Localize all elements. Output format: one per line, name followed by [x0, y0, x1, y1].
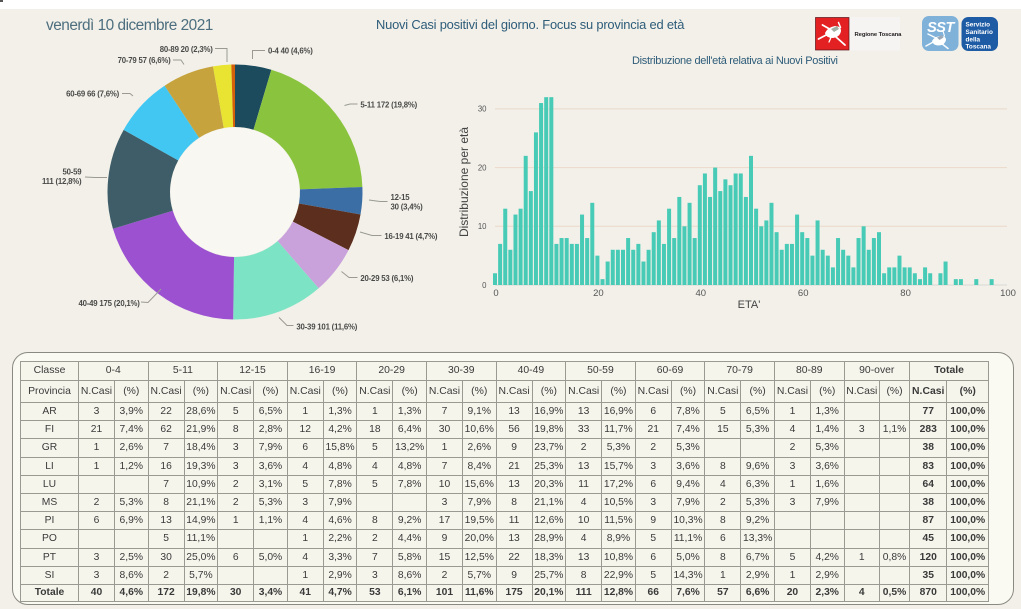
svg-text:0-4 40 (4,6%): 0-4 40 (4,6%) [268, 47, 313, 56]
svg-text:Distribuzione per età: Distribuzione per età [457, 127, 471, 237]
svg-text:16-19 41 (4,7%): 16-19 41 (4,7%) [384, 232, 438, 241]
svg-text:Sanitario: Sanitario [966, 29, 993, 36]
svg-text:Regione Toscana: Regione Toscana [855, 32, 903, 38]
svg-text:30: 30 [478, 105, 487, 114]
svg-text:ETA': ETA' [738, 299, 761, 311]
svg-text:SST: SST [927, 20, 955, 36]
svg-text:20-29 53 (6,1%): 20-29 53 (6,1%) [360, 274, 414, 283]
svg-text:80-89 20 (2,3%): 80-89 20 (2,3%) [160, 45, 214, 54]
svg-text:50-59: 50-59 [62, 168, 82, 177]
svg-text:70-79 57 (6,6%): 70-79 57 (6,6%) [118, 56, 172, 65]
svg-text:111 (12,8%): 111 (12,8%) [42, 177, 82, 186]
svg-text:100: 100 [1000, 288, 1016, 299]
svg-text:20: 20 [593, 288, 604, 299]
svg-text:0: 0 [493, 288, 498, 299]
svg-text:40-49 175 (20,1%): 40-49 175 (20,1%) [79, 299, 141, 308]
svg-text:10: 10 [478, 222, 487, 231]
svg-text:60-69 66 (7,6%): 60-69 66 (7,6%) [66, 90, 120, 99]
svg-text:0: 0 [482, 281, 487, 290]
svg-text:30-39 101 (11,6%): 30-39 101 (11,6%) [296, 322, 357, 331]
svg-text:della: della [966, 37, 981, 44]
svg-text:60: 60 [798, 288, 809, 299]
svg-text:40: 40 [696, 288, 707, 299]
svg-text:Toscana: Toscana [966, 44, 992, 51]
svg-text:20: 20 [478, 163, 487, 172]
svg-text:5-11 172 (19,8%): 5-11 172 (19,8%) [360, 101, 417, 110]
svg-text:30 (3,4%): 30 (3,4%) [391, 203, 424, 212]
svg-text:Servizio: Servizio [966, 22, 991, 29]
svg-text:80: 80 [900, 288, 911, 299]
svg-text:12-15: 12-15 [391, 193, 411, 202]
